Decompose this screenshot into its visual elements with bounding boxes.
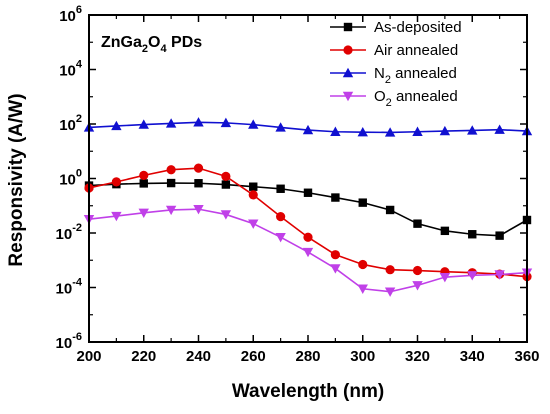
data-point (494, 124, 505, 134)
series-1 (84, 178, 532, 240)
data-point (440, 226, 450, 236)
data-point (357, 127, 368, 137)
data-point (276, 211, 286, 222)
data-point (495, 231, 504, 240)
legend-marker (343, 22, 353, 32)
data-point (220, 117, 232, 128)
data-point (111, 177, 121, 187)
legend-marker (343, 45, 353, 55)
data-point (385, 265, 395, 275)
data-point (302, 247, 314, 258)
series-2 (84, 163, 532, 282)
chart-annotation: ZnGa2O4 PDs (101, 34, 202, 55)
legend-label: N2 annealed (374, 65, 457, 86)
legend-entry: O2 annealed (330, 88, 458, 109)
data-point (494, 270, 505, 280)
plot-frame (88, 14, 528, 343)
data-point (412, 126, 423, 136)
x-tick-label: 340 (460, 348, 485, 365)
data-point (193, 163, 204, 173)
series-4 (83, 204, 533, 297)
data-point (111, 211, 122, 222)
data-point (302, 124, 314, 135)
data-point (248, 190, 258, 200)
y-tick-label: 10-4 (56, 277, 83, 298)
x-tick-label: 320 (405, 348, 430, 365)
data-point (330, 126, 341, 136)
data-point (330, 264, 341, 274)
legend-marker (342, 91, 354, 102)
data-point (468, 230, 477, 239)
legend-label: As-deposited (374, 19, 462, 36)
legend-label: Air annealed (374, 42, 458, 59)
series-line (88, 167, 528, 278)
data-point (358, 198, 367, 207)
data-point (385, 205, 395, 215)
data-point (111, 120, 122, 131)
data-point (138, 119, 149, 129)
x-axis-title: Wavelength (nm) (232, 381, 384, 402)
legend-entry: As-deposited (330, 19, 462, 36)
x-tick-label: 240 (186, 348, 211, 365)
data-point (384, 287, 396, 297)
data-point (248, 219, 259, 229)
series-3 (83, 117, 533, 137)
data-point (275, 122, 286, 132)
y-tick-label: 102 (59, 113, 82, 134)
x-tick-label: 300 (350, 348, 375, 365)
data-point (220, 210, 232, 220)
data-point (193, 117, 204, 127)
data-point (412, 265, 423, 276)
data-point (357, 284, 368, 294)
legend-label: O2 annealed (374, 88, 458, 109)
y-tick-label: 10-2 (56, 222, 82, 243)
data-point (138, 208, 149, 219)
data-point (276, 184, 285, 193)
data-point (248, 119, 259, 129)
data-point (358, 259, 368, 270)
data-point (165, 205, 177, 216)
data-point (221, 171, 231, 181)
data-point (331, 193, 340, 202)
data-point (221, 180, 231, 189)
y-tick-label: 10-6 (56, 331, 82, 352)
series-layer (83, 117, 533, 297)
legend-entry: Air annealed (330, 42, 458, 59)
x-tick-label: 280 (295, 348, 320, 365)
x-tick-label: 360 (514, 348, 539, 365)
data-point (165, 118, 177, 128)
y-tick-label: 100 (59, 168, 82, 189)
x-tick-label: 200 (76, 348, 101, 365)
data-point (139, 170, 149, 180)
y-tick-label: 104 (59, 59, 83, 80)
data-point (413, 219, 422, 228)
y-tick-label: 106 (59, 4, 82, 25)
x-tick-label: 260 (241, 348, 266, 365)
data-point (166, 165, 176, 175)
legend-marker (342, 67, 354, 78)
data-point (194, 179, 203, 188)
data-point (166, 178, 176, 188)
data-point (412, 281, 423, 291)
data-point (249, 182, 258, 191)
data-point (467, 271, 478, 281)
data-point (439, 125, 451, 136)
data-point (303, 188, 313, 197)
data-point (467, 125, 478, 135)
data-point (193, 204, 204, 215)
legend-entry: N2 annealed (330, 65, 457, 86)
y-axis-title: Responsivity (A/W) (6, 93, 27, 266)
data-point (303, 232, 313, 242)
data-point (275, 233, 286, 243)
x-tick-label: 220 (131, 348, 156, 365)
data-point (330, 250, 340, 260)
data-point (439, 272, 451, 283)
data-point (139, 179, 148, 188)
data-point (384, 127, 396, 137)
